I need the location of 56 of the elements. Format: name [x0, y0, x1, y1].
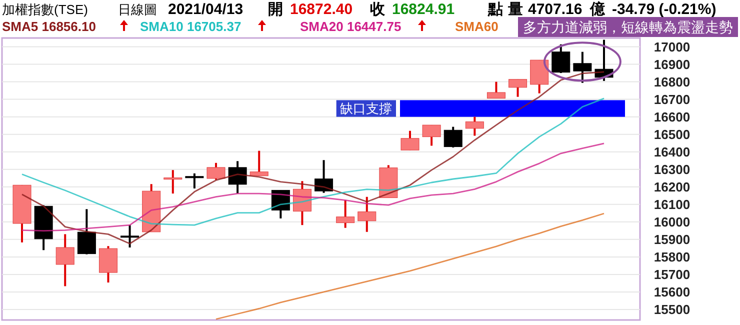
text: 收	[370, 1, 386, 18]
text: 加權指數(TSE)	[2, 2, 88, 17]
text: 4707.16	[528, 1, 582, 18]
candlestick	[444, 126, 462, 148]
candlestick	[314, 159, 334, 194]
text: SMA10 16705.37	[140, 19, 242, 34]
candlestick	[486, 80, 506, 100]
line-series	[215, 212, 605, 320]
band-label: 缺口支撐	[340, 102, 392, 118]
text: 開	[268, 1, 283, 18]
text: SMA20 16447.75	[300, 19, 402, 34]
y-tick-label: 15900	[654, 232, 690, 247]
candlestick	[164, 169, 182, 195]
candlestick	[77, 208, 96, 256]
y-tick-label: 15800	[654, 249, 690, 264]
candlestick	[400, 130, 420, 152]
candlestick	[336, 199, 355, 229]
y-tick-label: 15700	[654, 267, 690, 282]
text: 點	[487, 1, 503, 18]
candlestick	[422, 124, 441, 147]
candlestick	[228, 160, 247, 195]
y-tick-label: 16200	[654, 179, 690, 194]
y-tick-label: 16800	[654, 74, 690, 90]
candlestick	[358, 196, 376, 233]
candlestick	[552, 43, 570, 74]
y-tick-label: 16000	[654, 214, 690, 230]
y-tick-label: 16300	[654, 162, 690, 177]
y-tick-label: 16400	[654, 144, 690, 160]
candlestick	[56, 233, 74, 288]
candlestick	[206, 162, 226, 181]
y-tick-label: 17000	[654, 39, 690, 54]
text: SMA5 16856.10	[2, 19, 96, 34]
y-tick-label: 16900	[654, 56, 690, 72]
text: 16872.40	[290, 1, 353, 18]
y-tick-label: 16100	[654, 196, 690, 212]
candlestick	[120, 224, 140, 248]
y-tick-label: 16700	[654, 92, 690, 107]
y-tick-label: 16500	[654, 126, 690, 142]
text: -34.79 (-0.21%)	[612, 1, 716, 18]
candlestick	[465, 116, 484, 137]
text: 億	[589, 1, 606, 18]
text: 2021/04/13	[168, 1, 244, 18]
line-series	[21, 98, 605, 226]
chart-subtitle: 多方力道減弱，短線轉為震盪走勢	[523, 20, 733, 36]
line-series	[21, 142, 605, 232]
candlestick	[250, 150, 268, 177]
text: 日線圖	[118, 2, 157, 17]
y-tick-label: 16600	[654, 109, 690, 124]
text: 量	[507, 1, 523, 18]
text: SMA60	[455, 19, 498, 34]
candlestick	[508, 78, 528, 98]
candlestick	[573, 50, 592, 84]
text: 16824.91	[392, 1, 455, 18]
y-tick-label: 15500	[654, 302, 690, 318]
y-tick-label: 15600	[654, 284, 690, 300]
candlestick	[185, 172, 204, 190]
